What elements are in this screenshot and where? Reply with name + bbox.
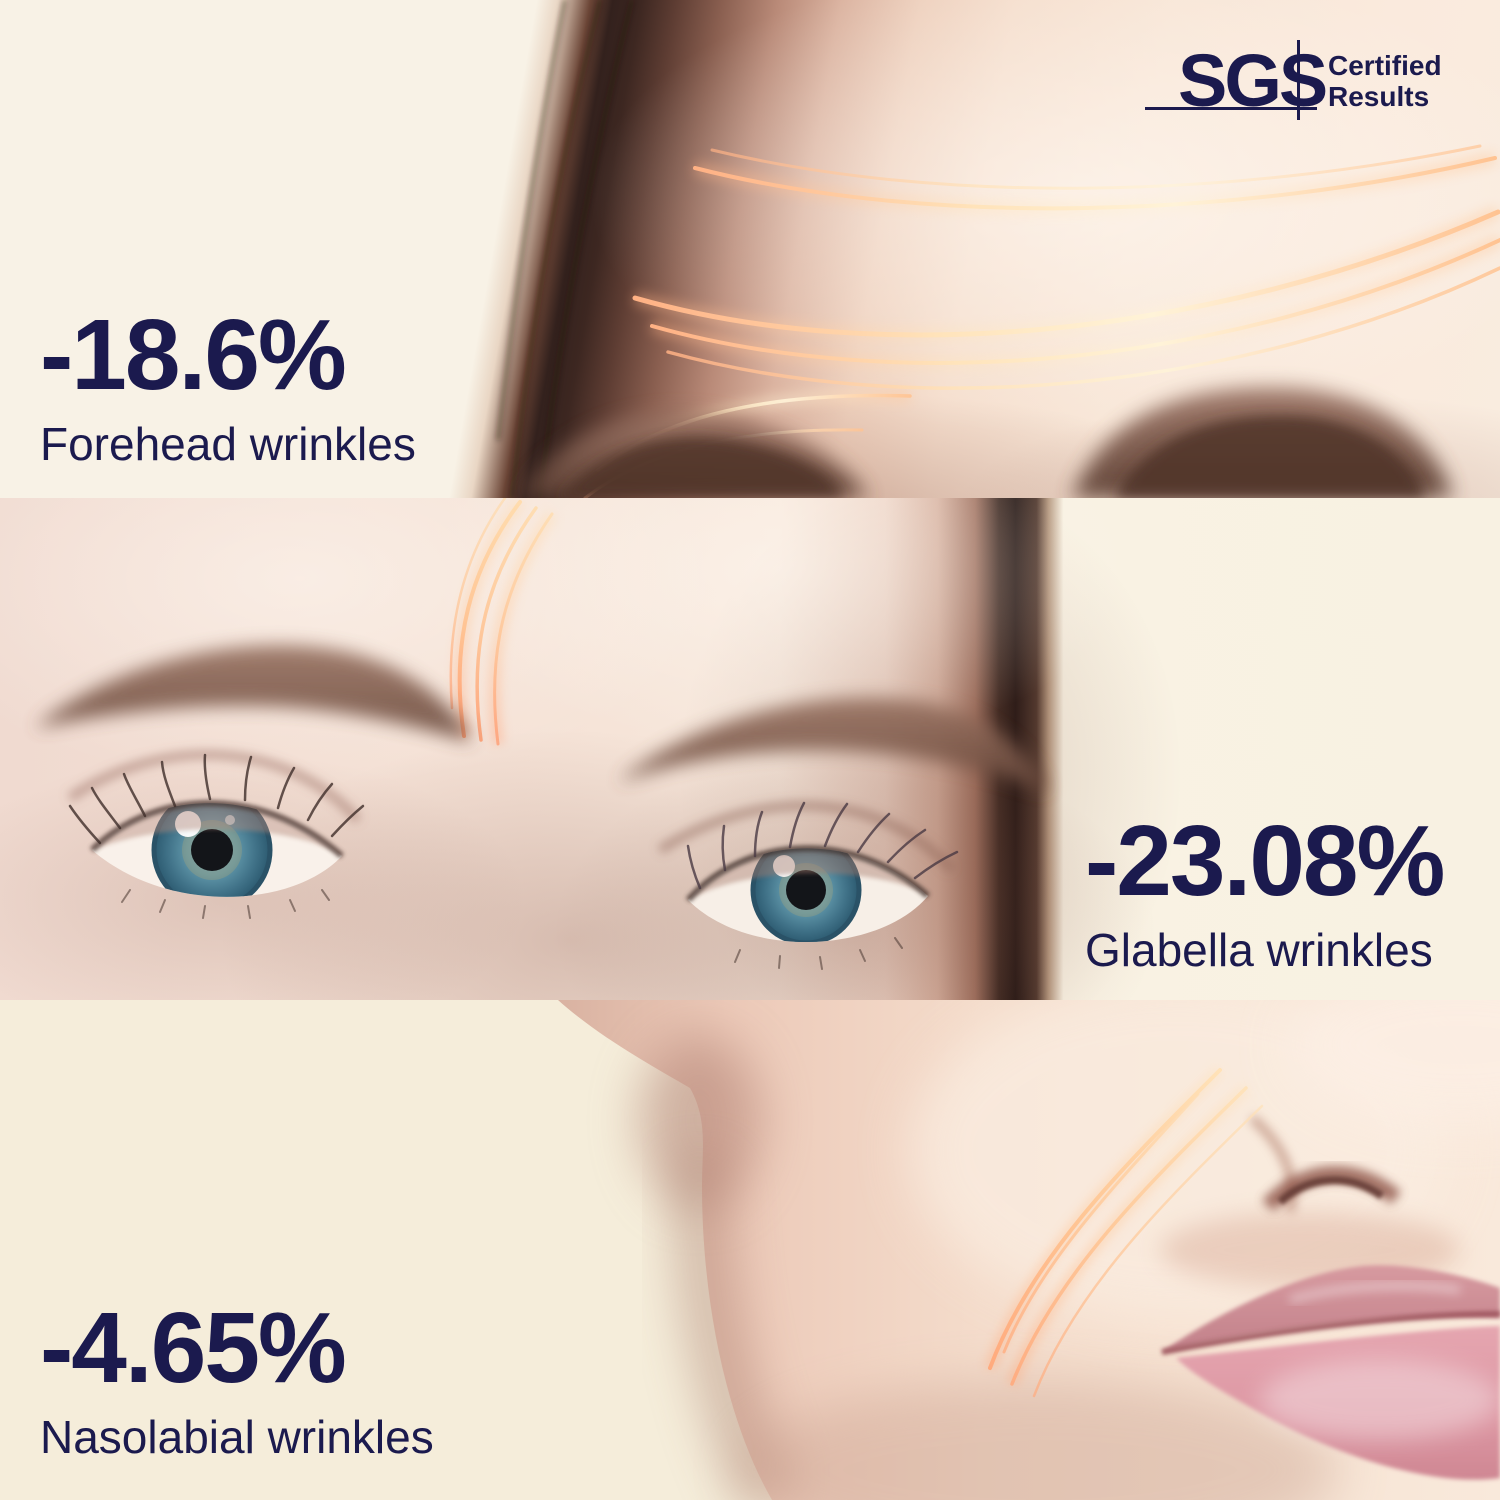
nasolabial-glow-lines [988,1068,1264,1398]
nostril-icon [1277,1176,1385,1206]
lip-highlight [1260,1360,1500,1440]
sgs-horizontal-line-icon [1145,107,1317,110]
stat-nasolabial-value: -4.65% [40,1292,347,1404]
lips [1161,1265,1500,1480]
right-lash-line [685,845,930,902]
panel-lower-face: -4.65% Nasolabial wrinkles [0,1000,1500,1500]
right-pupil [786,870,826,910]
right-eye [657,801,959,970]
stat-forehead-value: -18.6% [40,299,347,411]
right-lower-lashes [734,937,903,970]
sgs-caption-line1: Certified [1328,50,1442,81]
lower-face-photo [0,1000,1500,1500]
glabella-glow-lines [449,498,554,746]
right-eyebrow [618,697,1048,792]
forehead-photo [0,0,1500,498]
forehead-overlay [496,0,1500,498]
left-lower-lashes [121,889,330,919]
nose-wing-crease [1249,1114,1297,1213]
sgs-vertical-line-icon [1297,40,1300,120]
hair-strands [496,0,634,498]
left-pupil [191,829,233,871]
eyes-overlay [35,498,1048,970]
eyebrows [520,387,1452,498]
stat-nasolabial-label: Nasolabial wrinkles [40,1411,434,1463]
sgs-logo: SGS Certified Results [1145,38,1475,128]
left-lash-line [89,800,344,859]
stat-glabella-value: -23.08% [1085,805,1445,917]
eyes-photo [0,498,1500,1000]
stat-nasolabial: -4.65% Nasolabial wrinkles [40,1298,434,1460]
panel-forehead: SGS Certified Results -18.6% Forehead wr… [0,0,1500,498]
stat-forehead-label: Forehead wrinkles [40,418,416,470]
right-eyelashes [686,801,959,890]
stat-forehead: -18.6% Forehead wrinkles [40,305,416,467]
nose [1249,1114,1402,1213]
sgs-caption: Certified Results [1328,50,1442,112]
stat-glabella-label: Glabella wrinkles [1085,924,1433,976]
left-eye [67,750,365,919]
panel-eyes: -23.08% Glabella wrinkles [0,498,1500,1000]
lower-face-overlay [558,1000,1500,1500]
left-eyebrow [35,645,472,742]
stat-glabella: -23.08% Glabella wrinkles [1085,805,1445,976]
sgs-wordmark: SGS [1178,39,1328,122]
left-eyelashes [68,753,365,845]
right-eyelid-crease [657,801,956,874]
mouth-line [1161,1311,1500,1355]
sgs-caption-line2: Results [1328,81,1430,112]
nostril-shadow [1262,1166,1402,1212]
